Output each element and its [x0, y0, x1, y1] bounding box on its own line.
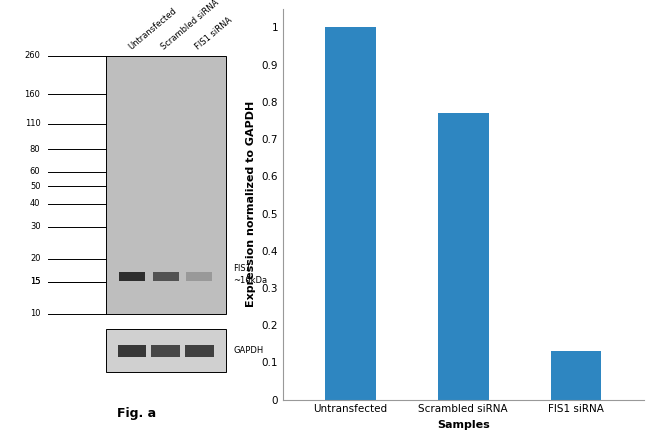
Text: Fig. a: Fig. a [118, 408, 157, 420]
Text: 160: 160 [25, 90, 40, 99]
Bar [551, 351, 601, 400]
Bar [106, 329, 226, 372]
Bar [187, 272, 213, 281]
Text: 10: 10 [30, 309, 40, 318]
Text: 40: 40 [30, 199, 40, 208]
Text: FIS1 siRNA: FIS1 siRNA [194, 16, 234, 52]
Bar [118, 345, 146, 357]
Bar [119, 272, 145, 281]
Bar [151, 345, 180, 357]
Text: 60: 60 [30, 167, 40, 176]
Text: 50: 50 [30, 182, 40, 191]
Text: Scrambled siRNA: Scrambled siRNA [160, 0, 221, 52]
Text: Untransfected: Untransfected [126, 7, 178, 52]
Bar [153, 272, 179, 281]
Text: 15: 15 [30, 277, 40, 286]
Text: 30: 30 [30, 222, 40, 231]
Text: FIS1
~16kDa: FIS1 ~16kDa [233, 265, 268, 285]
X-axis label: Samples: Samples [437, 420, 489, 430]
Bar [106, 56, 226, 313]
Bar [325, 28, 376, 400]
Y-axis label: Expression normalized to GAPDH: Expression normalized to GAPDH [246, 101, 256, 307]
Text: 15: 15 [30, 277, 40, 286]
Text: 20: 20 [30, 254, 40, 263]
Bar [185, 345, 214, 357]
Text: GAPDH: GAPDH [233, 346, 264, 355]
Text: 110: 110 [25, 119, 40, 128]
Text: 260: 260 [25, 51, 40, 60]
Bar [438, 113, 489, 400]
Text: 80: 80 [30, 145, 40, 154]
